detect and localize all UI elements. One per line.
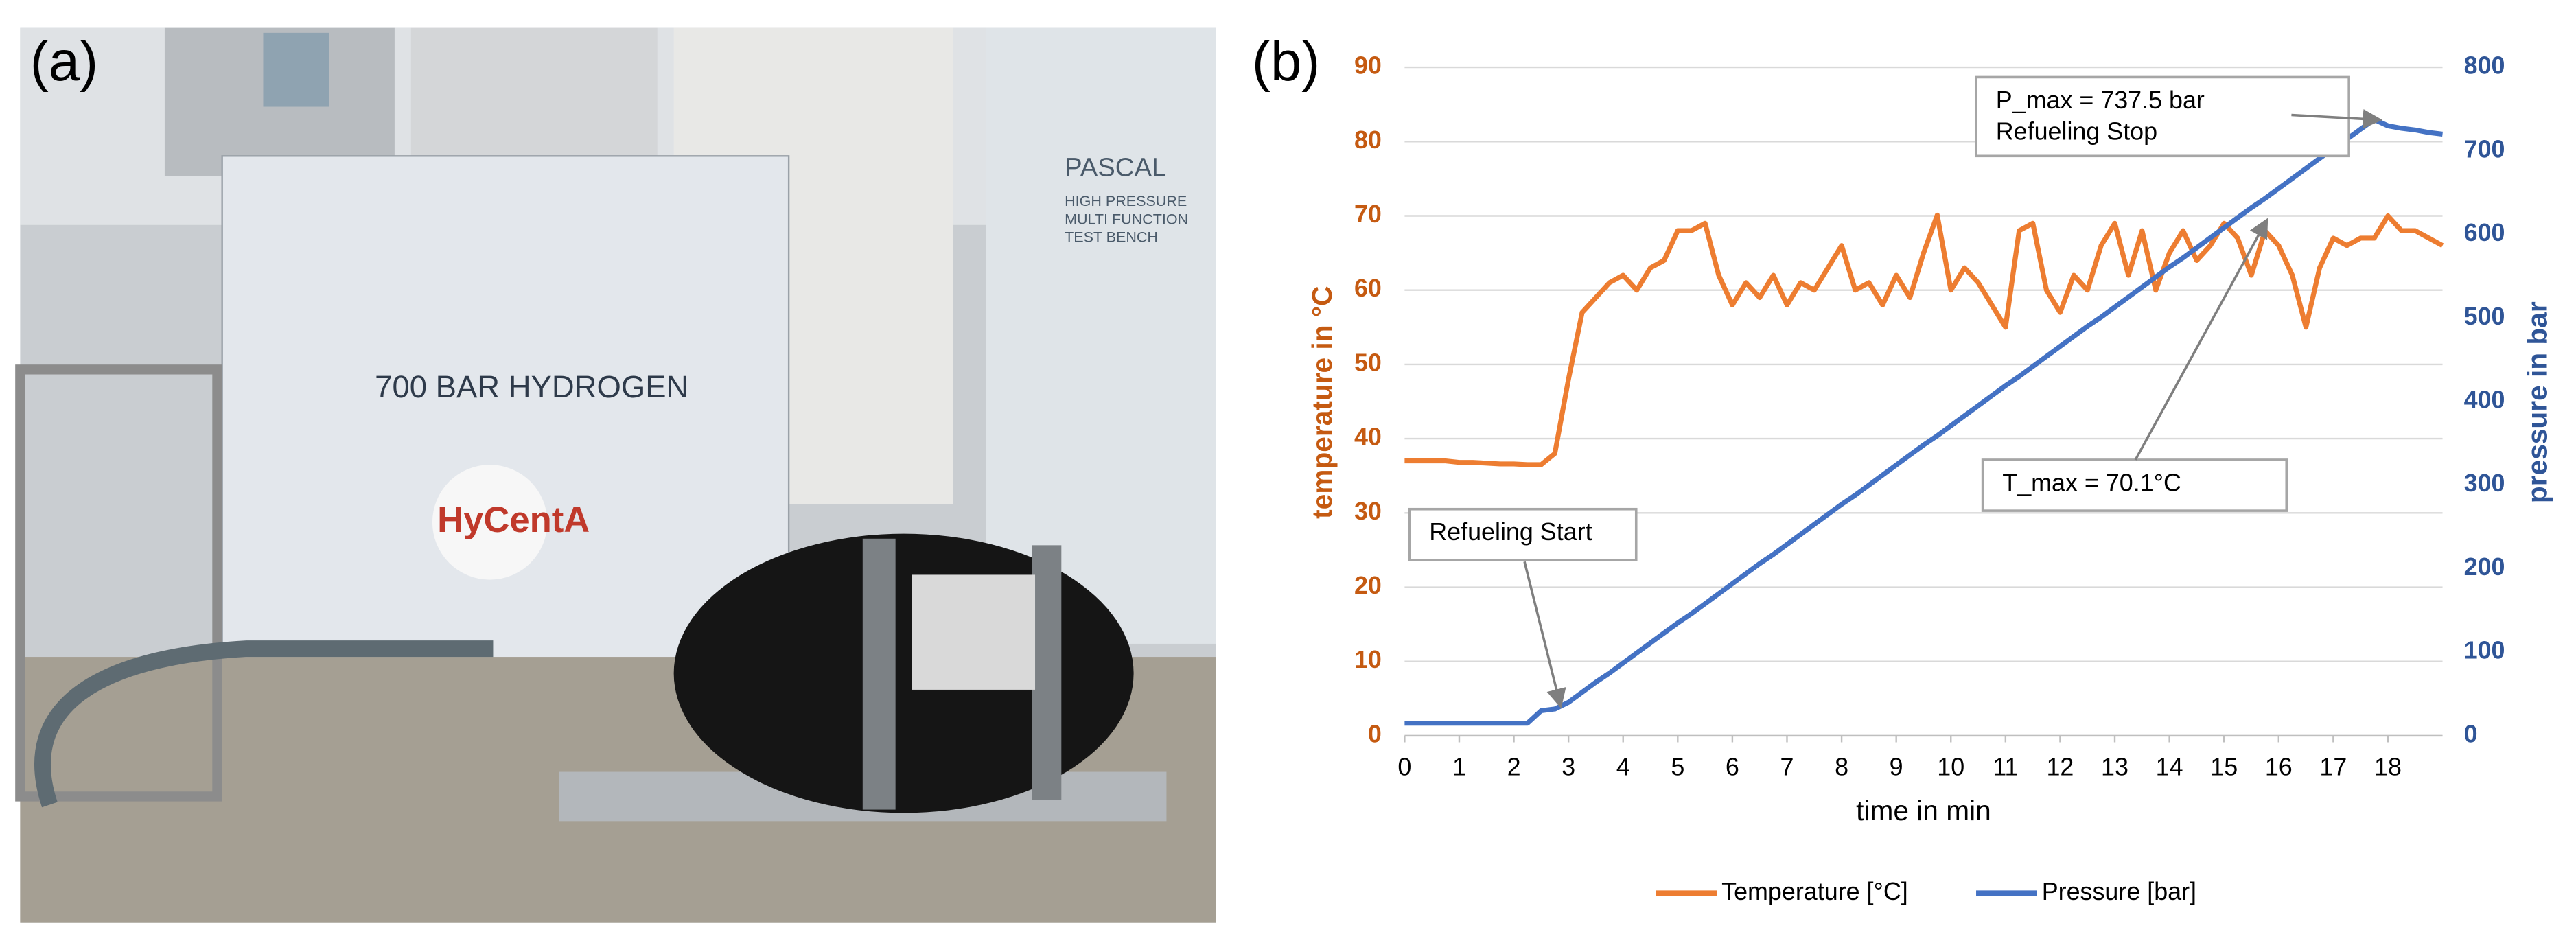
x-tick-label: 11 [1993,753,2018,780]
x-tick-label: 4 [1616,753,1630,780]
annotation-text: P_max = 737.5 bar [1996,86,2205,114]
y-tick-label: 50 [1354,349,1382,376]
x-axis-label: time in min [1856,795,1991,826]
panel-label: (b) [1252,30,1320,93]
y-tick-label: 70 [1354,200,1382,228]
x-tick-label: 7 [1780,753,1794,780]
x-tick-label: 6 [1726,753,1739,780]
photo-text: 700 BAR HYDROGEN [375,369,688,404]
line-series [1404,212,2444,467]
x-tick-label: 16 [2265,753,2293,780]
screen [263,32,329,107]
panel-label: (a) [30,30,98,93]
x-tick-label: 9 [1890,753,1903,780]
y-tick-label: 20 [1354,572,1382,599]
annotation-text: T_max = 70.1°C [2002,469,2181,496]
tank-strap [1032,545,1062,800]
y2-tick-label: 100 [2464,637,2505,664]
y-tick-label: 80 [1354,126,1382,154]
photo-text: HIGH PRESSURE [1065,193,1187,209]
tank-strap [862,538,896,810]
tank-label [912,574,1036,690]
hose [34,640,494,808]
annotation-arrow [2291,108,2383,129]
x-tick-label: 3 [1562,753,1575,780]
annotation-arrow [1523,561,1566,709]
photo-text: MULTI FUNCTION [1065,211,1188,227]
photo-logo: HyCentA [437,500,590,540]
x-tick-label: 1 [1452,753,1466,780]
chart: 0102030405060708090010020030040050060070… [1306,52,2553,906]
cabinet [221,155,790,699]
x-tick-label: 12 [2046,753,2074,780]
annotation-box [1981,458,2288,512]
y2-tick-label: 300 [2464,469,2505,497]
y-tick-label: 90 [1354,52,1382,80]
y2-axis-label: pressure in bar [2521,301,2553,503]
annotation-arrow [2134,218,2268,461]
y-tick-label: 0 [1368,720,1382,747]
legend-label: Pressure [bar] [2042,878,2196,905]
photo-text: PASCAL [1065,153,1166,183]
y2-tick-label: 500 [2464,303,2505,330]
y2-tick-label: 600 [2464,219,2505,246]
photo-text: TEST BENCH [1065,229,1158,246]
y-tick-label: 40 [1354,423,1382,451]
y2-tick-label: 800 [2464,52,2505,80]
annotation-text: Refueling Start [1429,518,1592,546]
y-tick-label: 30 [1354,498,1382,525]
x-tick-label: 10 [1937,753,1964,780]
x-tick-label: 17 [2319,753,2347,780]
railing [15,364,222,802]
photo: 700 BAR HYDROGEN PASCAL HIGH PRESSURE MU… [15,27,1216,923]
annotation-box [1975,75,2350,158]
x-tick-label: 15 [2210,753,2238,780]
x-tick-label: 8 [1835,753,1848,780]
annotation-box [1408,507,1638,561]
test-bench [986,27,1216,644]
y2-tick-label: 700 [2464,135,2505,163]
y-tick-label: 10 [1354,646,1382,673]
x-tick-label: 18 [2374,753,2402,780]
line-series [1404,117,2443,726]
x-tick-label: 2 [1507,753,1521,780]
x-tick-label: 13 [2101,753,2128,780]
x-tick-label: 0 [1397,753,1411,780]
legend-label: Temperature [°C] [1721,878,1908,905]
y2-tick-label: 0 [2464,720,2478,747]
y-axis-label: temperature in °C [1306,286,1338,519]
logo-back [432,465,548,580]
annotation-text: Refueling Stop [1996,117,2157,145]
tank [673,533,1134,813]
y2-tick-label: 200 [2464,553,2505,581]
y2-tick-label: 400 [2464,386,2505,413]
y-tick-label: 60 [1354,275,1382,302]
x-tick-label: 5 [1671,753,1684,780]
x-tick-label: 14 [2156,753,2183,780]
